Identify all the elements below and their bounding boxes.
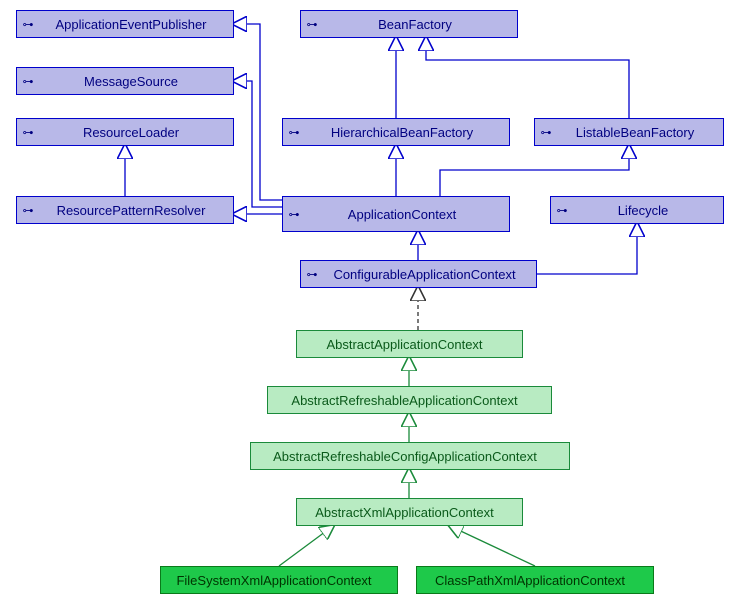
- edge-appContext-to-appEventPublisher: [234, 24, 282, 200]
- node-label: ListableBeanFactory: [557, 125, 723, 140]
- node-label: ApplicationEventPublisher: [39, 17, 233, 32]
- node-label: FileSystemXmlApplicationContext: [161, 573, 397, 588]
- node-label: ResourceLoader: [39, 125, 233, 140]
- node-label: Lifecycle: [573, 203, 723, 218]
- node-label: ConfigurableApplicationContext: [323, 267, 536, 282]
- node-beanFactory: ⊶BeanFactory: [300, 10, 518, 38]
- interface-icon: ⊶: [17, 75, 39, 88]
- node-label: ResourcePatternResolver: [39, 203, 233, 218]
- node-resPatternResolver: ⊶ResourcePatternResolver: [16, 196, 234, 224]
- interface-icon: ⊶: [301, 18, 323, 31]
- node-label: AbstractApplicationContext: [297, 337, 522, 352]
- edge-classPathXml-to-absXmlAppContext: [450, 526, 535, 566]
- node-appEventPublisher: ⊶ApplicationEventPublisher: [16, 10, 234, 38]
- interface-icon: ⊶: [283, 126, 305, 139]
- node-label: ApplicationContext: [305, 207, 509, 222]
- node-hierBeanFactory: ⊶HierarchicalBeanFactory: [282, 118, 510, 146]
- node-listBeanFactory: ⊶ListableBeanFactory: [534, 118, 724, 146]
- node-label: AbstractRefreshableConfigApplicationCont…: [251, 449, 569, 464]
- node-absRefreshConfigAppContext: AbstractRefreshableConfigApplicationCont…: [250, 442, 570, 470]
- edge-configAppContext-to-lifecycle: [537, 224, 637, 274]
- interface-icon: ⊶: [17, 126, 39, 139]
- node-label: ClassPathXmlApplicationContext: [417, 573, 653, 588]
- node-label: HierarchicalBeanFactory: [305, 125, 509, 140]
- node-label: AbstractRefreshableApplicationContext: [268, 393, 551, 408]
- node-label: BeanFactory: [323, 17, 517, 32]
- node-fileSysXml: FileSystemXmlApplicationContext: [160, 566, 398, 594]
- node-label: AbstractXmlApplicationContext: [297, 505, 522, 520]
- node-configAppContext: ⊶ConfigurableApplicationContext: [300, 260, 537, 288]
- node-label: MessageSource: [39, 74, 233, 89]
- node-resourceLoader: ⊶ResourceLoader: [16, 118, 234, 146]
- node-classPathXml: ClassPathXmlApplicationContext: [416, 566, 654, 594]
- interface-icon: ⊶: [17, 204, 39, 217]
- edge-fileSysXml-to-absXmlAppContext: [279, 526, 333, 566]
- interface-icon: ⊶: [551, 204, 573, 217]
- class-hierarchy-diagram: ⊶ApplicationEventPublisher⊶BeanFactory⊶M…: [0, 0, 747, 607]
- interface-icon: ⊶: [283, 208, 305, 221]
- interface-icon: ⊶: [17, 18, 39, 31]
- edge-appContext-to-messageSource: [234, 81, 282, 207]
- interface-icon: ⊶: [301, 268, 323, 281]
- node-absXmlAppContext: AbstractXmlApplicationContext: [296, 498, 523, 526]
- node-absAppContext: AbstractApplicationContext: [296, 330, 523, 358]
- node-messageSource: ⊶MessageSource: [16, 67, 234, 95]
- edge-listBeanFactory-to-beanFactory: [426, 38, 629, 118]
- node-absRefreshAppContext: AbstractRefreshableApplicationContext: [267, 386, 552, 414]
- node-appContext: ⊶ApplicationContext: [282, 196, 510, 232]
- interface-icon: ⊶: [535, 126, 557, 139]
- node-lifecycle: ⊶Lifecycle: [550, 196, 724, 224]
- edge-appContext-to-listBeanFactory: [440, 146, 629, 196]
